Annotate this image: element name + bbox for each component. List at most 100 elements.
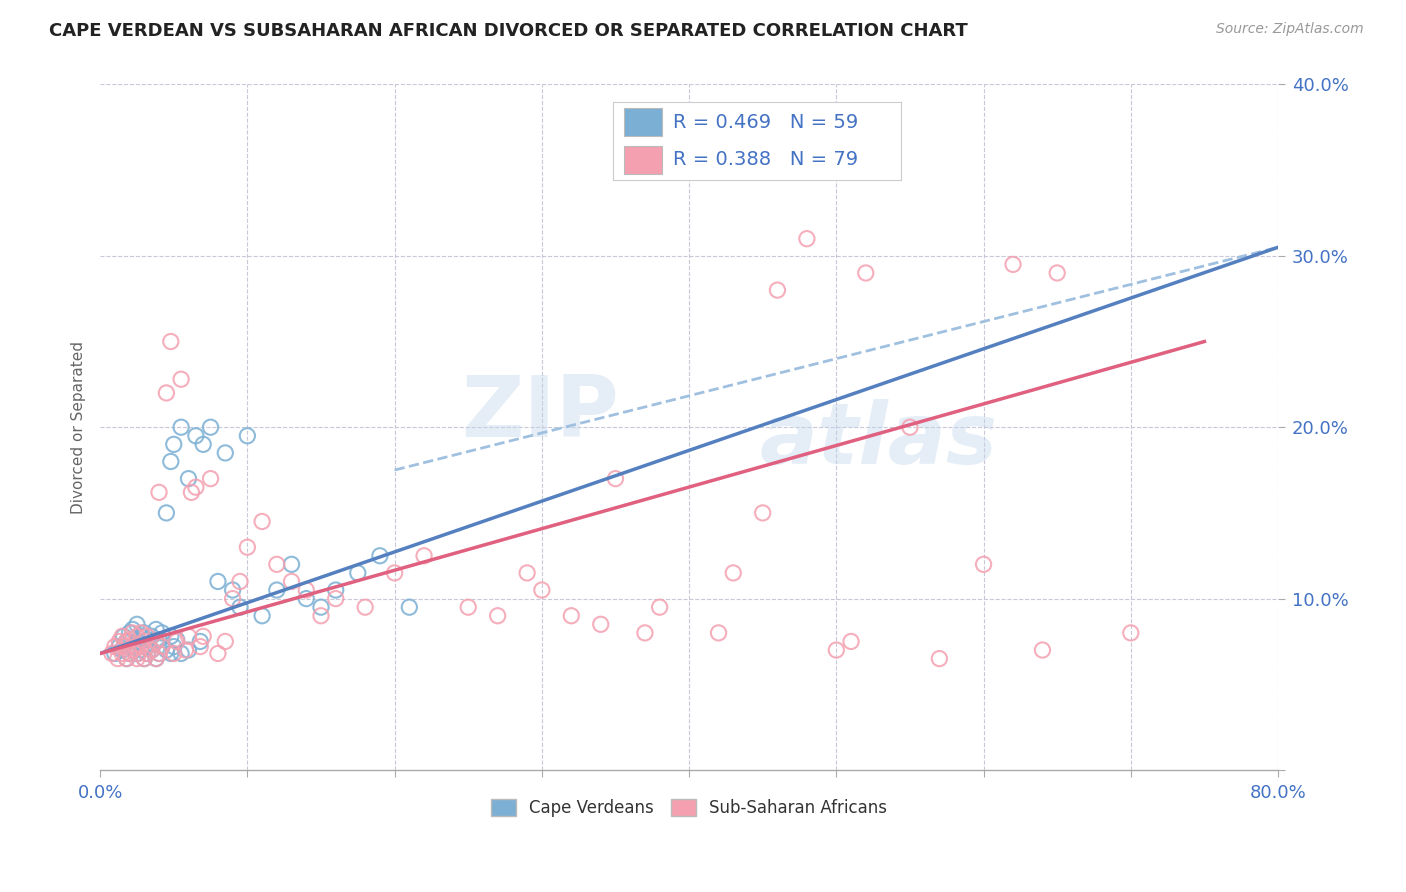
- Point: [177, 643, 200, 657]
- Point: [111, 629, 134, 643]
- Point: [825, 643, 848, 657]
- Text: ZIP: ZIP: [461, 372, 619, 455]
- Point: [101, 647, 124, 661]
- Point: [250, 515, 273, 529]
- Point: [188, 634, 211, 648]
- Point: [486, 608, 509, 623]
- Point: [124, 640, 146, 654]
- Point: [159, 647, 181, 661]
- Point: [707, 626, 730, 640]
- Point: [148, 632, 170, 647]
- Point: [309, 600, 332, 615]
- Point: [148, 647, 170, 661]
- Point: [898, 420, 921, 434]
- Point: [295, 582, 318, 597]
- Point: [177, 629, 200, 643]
- Point: [236, 429, 259, 443]
- Point: [280, 574, 302, 589]
- Point: [280, 558, 302, 572]
- Point: [107, 651, 129, 665]
- Point: [141, 643, 163, 657]
- Point: [766, 283, 789, 297]
- Point: [398, 600, 420, 615]
- Point: [136, 647, 159, 661]
- Point: [108, 640, 131, 654]
- Point: [605, 472, 627, 486]
- Point: [384, 566, 406, 580]
- Point: [115, 651, 138, 665]
- Point: [125, 647, 148, 661]
- Point: [413, 549, 436, 563]
- Point: [145, 651, 167, 665]
- Point: [184, 480, 207, 494]
- Point: [530, 582, 553, 597]
- Point: [214, 634, 236, 648]
- Point: [193, 437, 215, 451]
- Point: [141, 629, 163, 643]
- Point: [973, 558, 995, 572]
- Point: [928, 651, 950, 665]
- Point: [266, 558, 288, 572]
- Point: [200, 472, 222, 486]
- Point: [136, 629, 159, 643]
- Point: [121, 640, 143, 654]
- Point: [170, 372, 193, 386]
- Point: [163, 640, 186, 654]
- Point: [118, 647, 141, 661]
- Point: [134, 634, 156, 648]
- Point: [104, 647, 127, 661]
- Point: [516, 566, 538, 580]
- Point: [136, 647, 159, 661]
- Point: [108, 634, 131, 648]
- Point: [166, 634, 188, 648]
- Point: [145, 623, 167, 637]
- Point: [221, 582, 243, 597]
- Point: [150, 626, 173, 640]
- Point: [111, 647, 134, 661]
- Point: [1031, 643, 1053, 657]
- Point: [125, 651, 148, 665]
- Point: [112, 640, 135, 654]
- Point: [115, 634, 138, 648]
- Text: CAPE VERDEAN VS SUBSAHARAN AFRICAN DIVORCED OR SEPARATED CORRELATION CHART: CAPE VERDEAN VS SUBSAHARAN AFRICAN DIVOR…: [49, 22, 967, 40]
- Text: atlas: atlas: [759, 400, 998, 483]
- Point: [125, 629, 148, 643]
- Point: [214, 446, 236, 460]
- Point: [1119, 626, 1142, 640]
- Point: [796, 232, 818, 246]
- Point: [188, 640, 211, 654]
- Point: [163, 437, 186, 451]
- Point: [229, 574, 252, 589]
- Point: [266, 582, 288, 597]
- Point: [131, 643, 153, 657]
- Point: [200, 420, 222, 434]
- Point: [131, 629, 153, 643]
- Point: [723, 566, 745, 580]
- Point: [1046, 266, 1069, 280]
- Point: [193, 629, 215, 643]
- Point: [664, 128, 686, 143]
- Point: [295, 591, 318, 606]
- Point: [634, 626, 657, 640]
- Text: Source: ZipAtlas.com: Source: ZipAtlas.com: [1216, 22, 1364, 37]
- Point: [134, 640, 156, 654]
- Point: [560, 608, 582, 623]
- Point: [150, 640, 173, 654]
- Point: [125, 634, 148, 648]
- Point: [121, 623, 143, 637]
- Point: [159, 334, 181, 349]
- Point: [134, 651, 156, 665]
- Point: [118, 647, 141, 661]
- Point: [166, 632, 188, 647]
- Point: [112, 629, 135, 643]
- Point: [174, 643, 197, 657]
- Point: [751, 506, 773, 520]
- Point: [121, 626, 143, 640]
- Point: [325, 582, 347, 597]
- Point: [118, 626, 141, 640]
- Point: [170, 647, 193, 661]
- Point: [368, 549, 391, 563]
- Legend: Cape Verdeans, Sub-Saharan Africans: Cape Verdeans, Sub-Saharan Africans: [485, 792, 894, 823]
- Point: [111, 643, 134, 657]
- Point: [121, 643, 143, 657]
